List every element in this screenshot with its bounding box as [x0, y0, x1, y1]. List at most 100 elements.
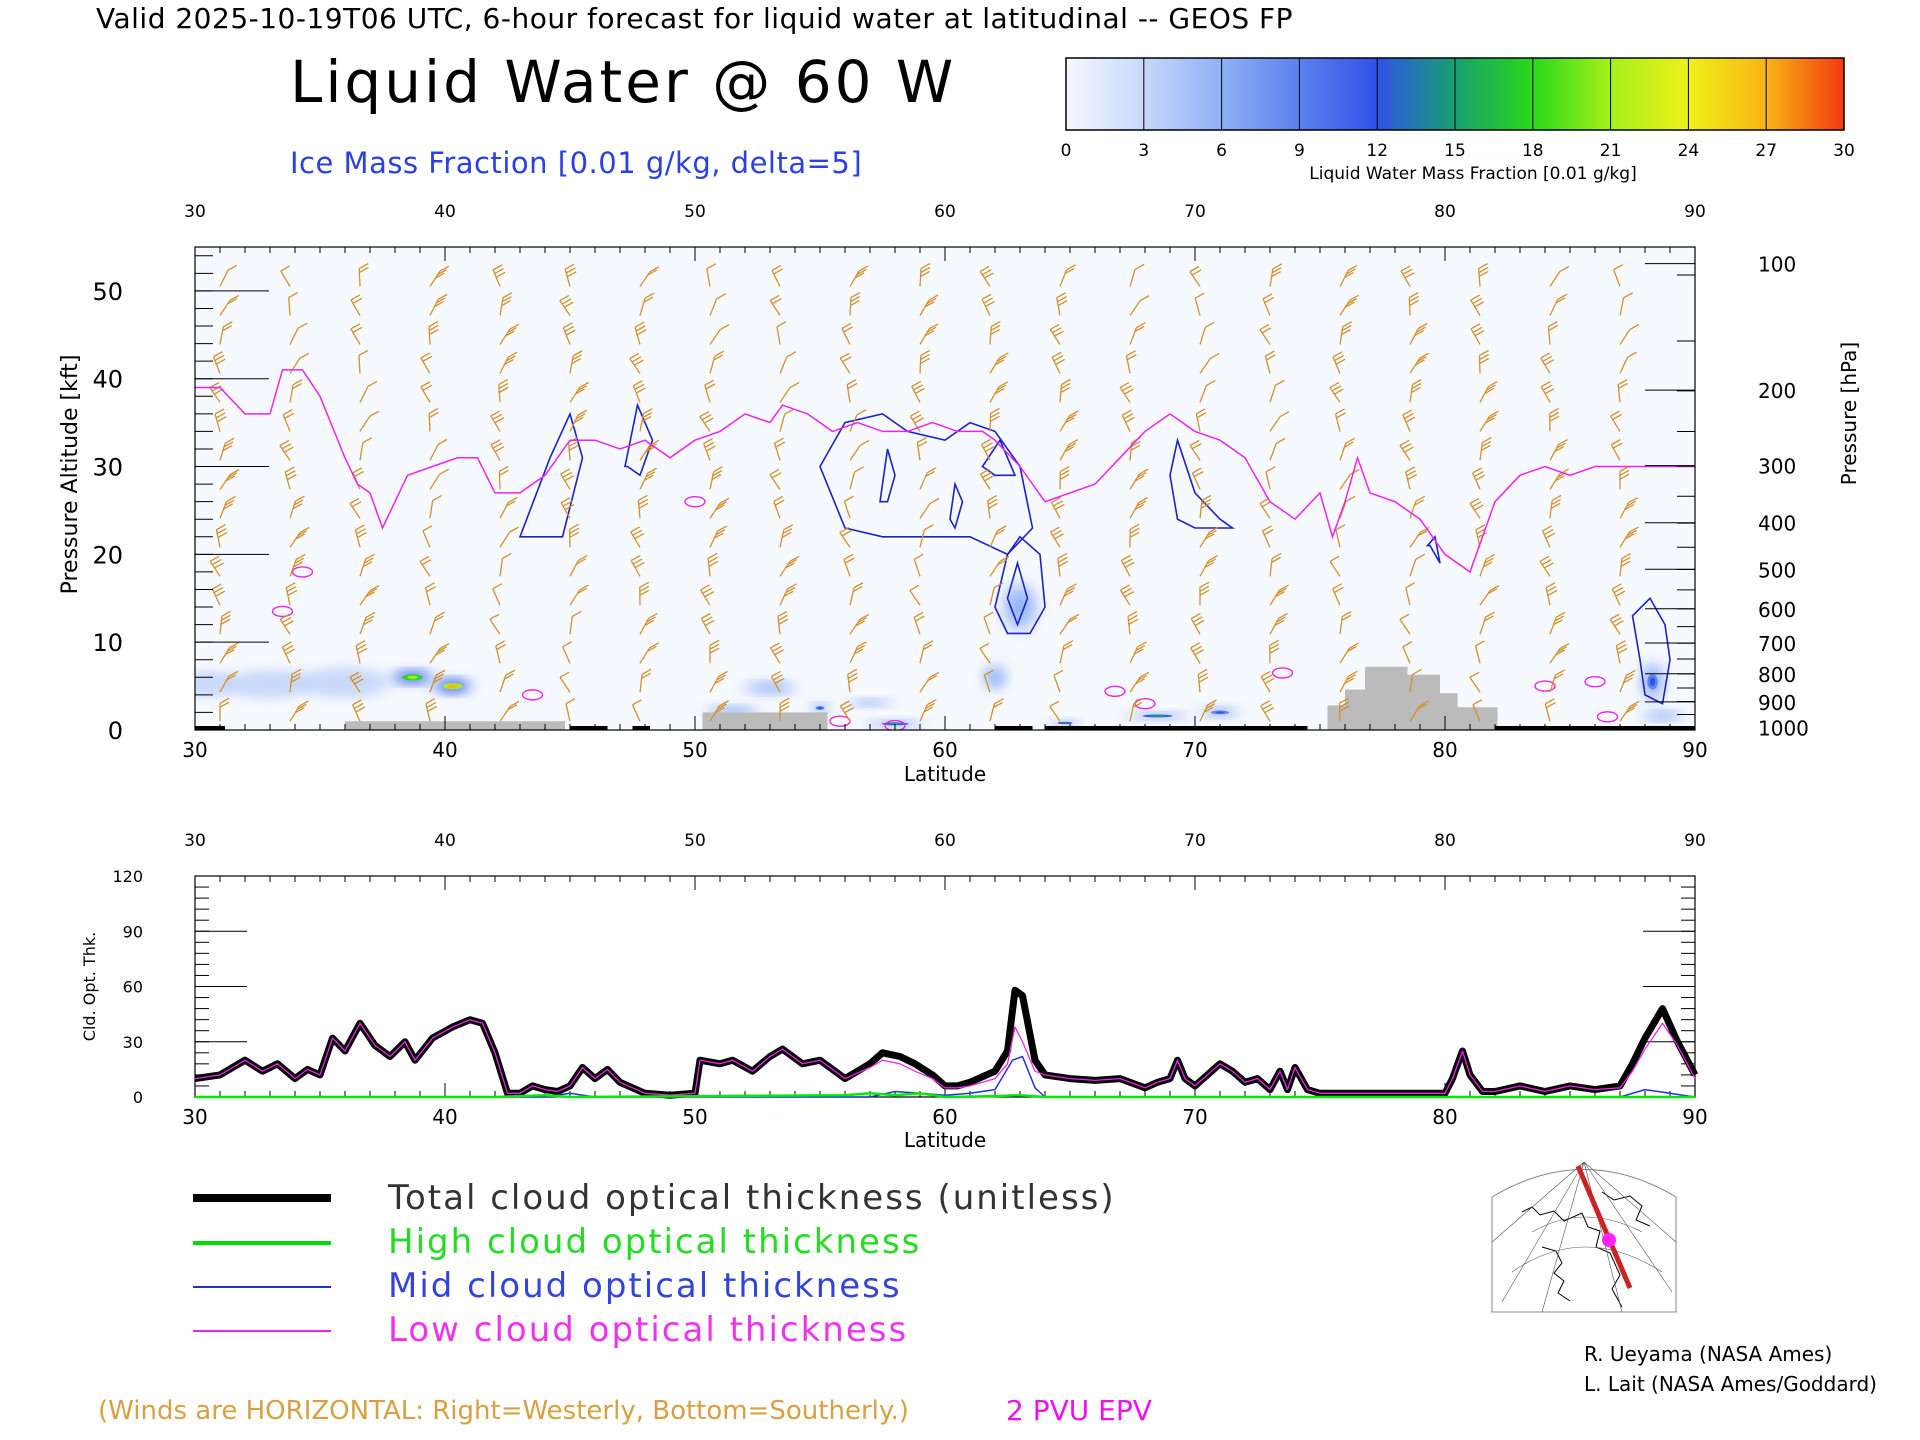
wind-barb-staff	[1129, 300, 1141, 316]
wind-barb-flag	[1279, 410, 1290, 418]
wind-barb-flag	[641, 668, 652, 675]
wind-barb	[846, 379, 858, 403]
wind-barb-flag	[1264, 677, 1275, 685]
lower-y-axis-label: Cld. Opt. Thk.	[80, 932, 99, 1041]
wind-barb-flag	[1417, 322, 1428, 330]
colorbar-tick-label: 6	[1216, 141, 1227, 161]
wind-barb-staff	[707, 558, 711, 577]
wind-barb-flag	[1415, 495, 1426, 502]
wind-barb-flag	[363, 557, 374, 564]
wind-barb	[639, 668, 652, 693]
wind-barb	[1129, 698, 1144, 722]
wind-barb-flag	[1262, 525, 1272, 532]
wind-barb-flag	[1059, 469, 1070, 476]
wind-barb-flag	[1278, 612, 1288, 619]
wind-barb	[849, 582, 864, 606]
wind-barb-flag	[1198, 672, 1208, 679]
wind-barb-flag	[1060, 386, 1071, 393]
locator-position-marker	[1602, 1233, 1616, 1247]
wind-barb	[709, 350, 725, 374]
wind-barb-flag	[995, 528, 1005, 536]
wind-barb-flag	[1192, 616, 1203, 623]
wind-barb	[425, 698, 438, 722]
wind-barb-staff	[1619, 297, 1625, 316]
wind-barb-flag	[1627, 529, 1637, 536]
wind-barb-flag	[857, 617, 868, 624]
wind-barb-staff	[215, 529, 221, 548]
epv-contour-small	[684, 495, 706, 508]
wind-barb-staff	[919, 355, 922, 374]
wind-barb-flag	[1271, 271, 1281, 278]
wind-barb-flag	[1275, 591, 1285, 598]
wind-barb-flag	[577, 409, 588, 416]
wind-barb-flag	[771, 264, 782, 271]
wind-barb	[560, 497, 575, 519]
wind-barb	[1259, 497, 1272, 519]
wind-barb	[919, 294, 939, 316]
wind-barb-flag	[577, 587, 587, 594]
wind-barb	[289, 668, 302, 693]
wind-barb-flag	[209, 381, 220, 389]
pressure-tick-label: 100	[1758, 253, 1796, 277]
wind-barb-flag	[1269, 639, 1280, 646]
wind-barb-flag	[365, 611, 376, 618]
wind-barb-flag	[420, 352, 431, 359]
wind-barb	[1199, 699, 1217, 722]
terrain-block	[1440, 693, 1458, 730]
wind-barb-staff	[425, 703, 431, 722]
wind-barb	[359, 584, 380, 606]
wind-barb	[499, 526, 519, 548]
wind-barb	[841, 322, 853, 345]
wind-barb	[569, 610, 582, 635]
pressure-tick-label: 1000	[1758, 716, 1809, 740]
wind-barb-staff	[919, 529, 925, 548]
wind-barb-flag	[352, 297, 363, 304]
wind-barb-flag	[365, 591, 376, 598]
wind-barb-flag	[349, 497, 360, 505]
wind-barb-flag	[502, 552, 512, 560]
wind-barb-flag	[1415, 553, 1426, 560]
x-tick-label-top: 50	[684, 202, 706, 222]
wind-barb-staff	[913, 559, 921, 577]
wind-barb	[1619, 292, 1633, 316]
wind-barb	[779, 697, 790, 722]
wind-barb-flag	[1068, 439, 1079, 446]
wind-barb	[1549, 407, 1560, 432]
wind-barb-flag	[1066, 442, 1077, 449]
wind-barb-flag	[926, 699, 937, 706]
wind-barb-flag	[502, 292, 513, 299]
ice-mass-fraction-label: Ice Mass Fraction [0.01 g/kg, delta=5]	[290, 146, 863, 180]
wind-barb-flag	[227, 472, 238, 479]
wind-barb-staff	[1189, 271, 1201, 287]
wind-barb-staff	[562, 327, 571, 345]
wind-barb-staff	[559, 300, 571, 316]
wind-barb-flag	[565, 329, 576, 336]
wind-barb-flag	[1139, 295, 1150, 302]
wind-barb	[849, 466, 864, 490]
wind-barb-staff	[639, 298, 646, 316]
wind-barb	[349, 671, 364, 693]
wind-barb-staff	[279, 618, 291, 635]
wind-barb-staff	[499, 297, 504, 316]
wind-barb	[1264, 350, 1276, 374]
wind-barb-staff	[358, 355, 361, 374]
wind-barb-flag	[354, 678, 364, 685]
wind-barb-flag	[357, 532, 367, 539]
wind-barb-staff	[773, 501, 781, 519]
wind-barb-flag	[1269, 643, 1280, 650]
wind-barb	[639, 266, 660, 287]
wind-barb-flag	[789, 381, 800, 389]
wind-barb-flag	[704, 619, 715, 627]
wind-barb-flag	[839, 352, 850, 359]
lower-x-tick-label-top: 50	[684, 831, 706, 851]
wind-barb-flag	[425, 582, 435, 589]
wind-barb-flag	[920, 357, 930, 364]
wind-barb-flag	[1259, 497, 1270, 504]
wind-barb-flag	[228, 670, 239, 678]
wind-barb-flag	[1485, 611, 1495, 618]
wind-barb	[1190, 612, 1205, 635]
liquid-water-peak	[817, 706, 823, 710]
wind-barb	[495, 640, 507, 664]
wind-barb-flag	[1404, 412, 1414, 420]
wind-barb-flag	[1409, 295, 1419, 303]
